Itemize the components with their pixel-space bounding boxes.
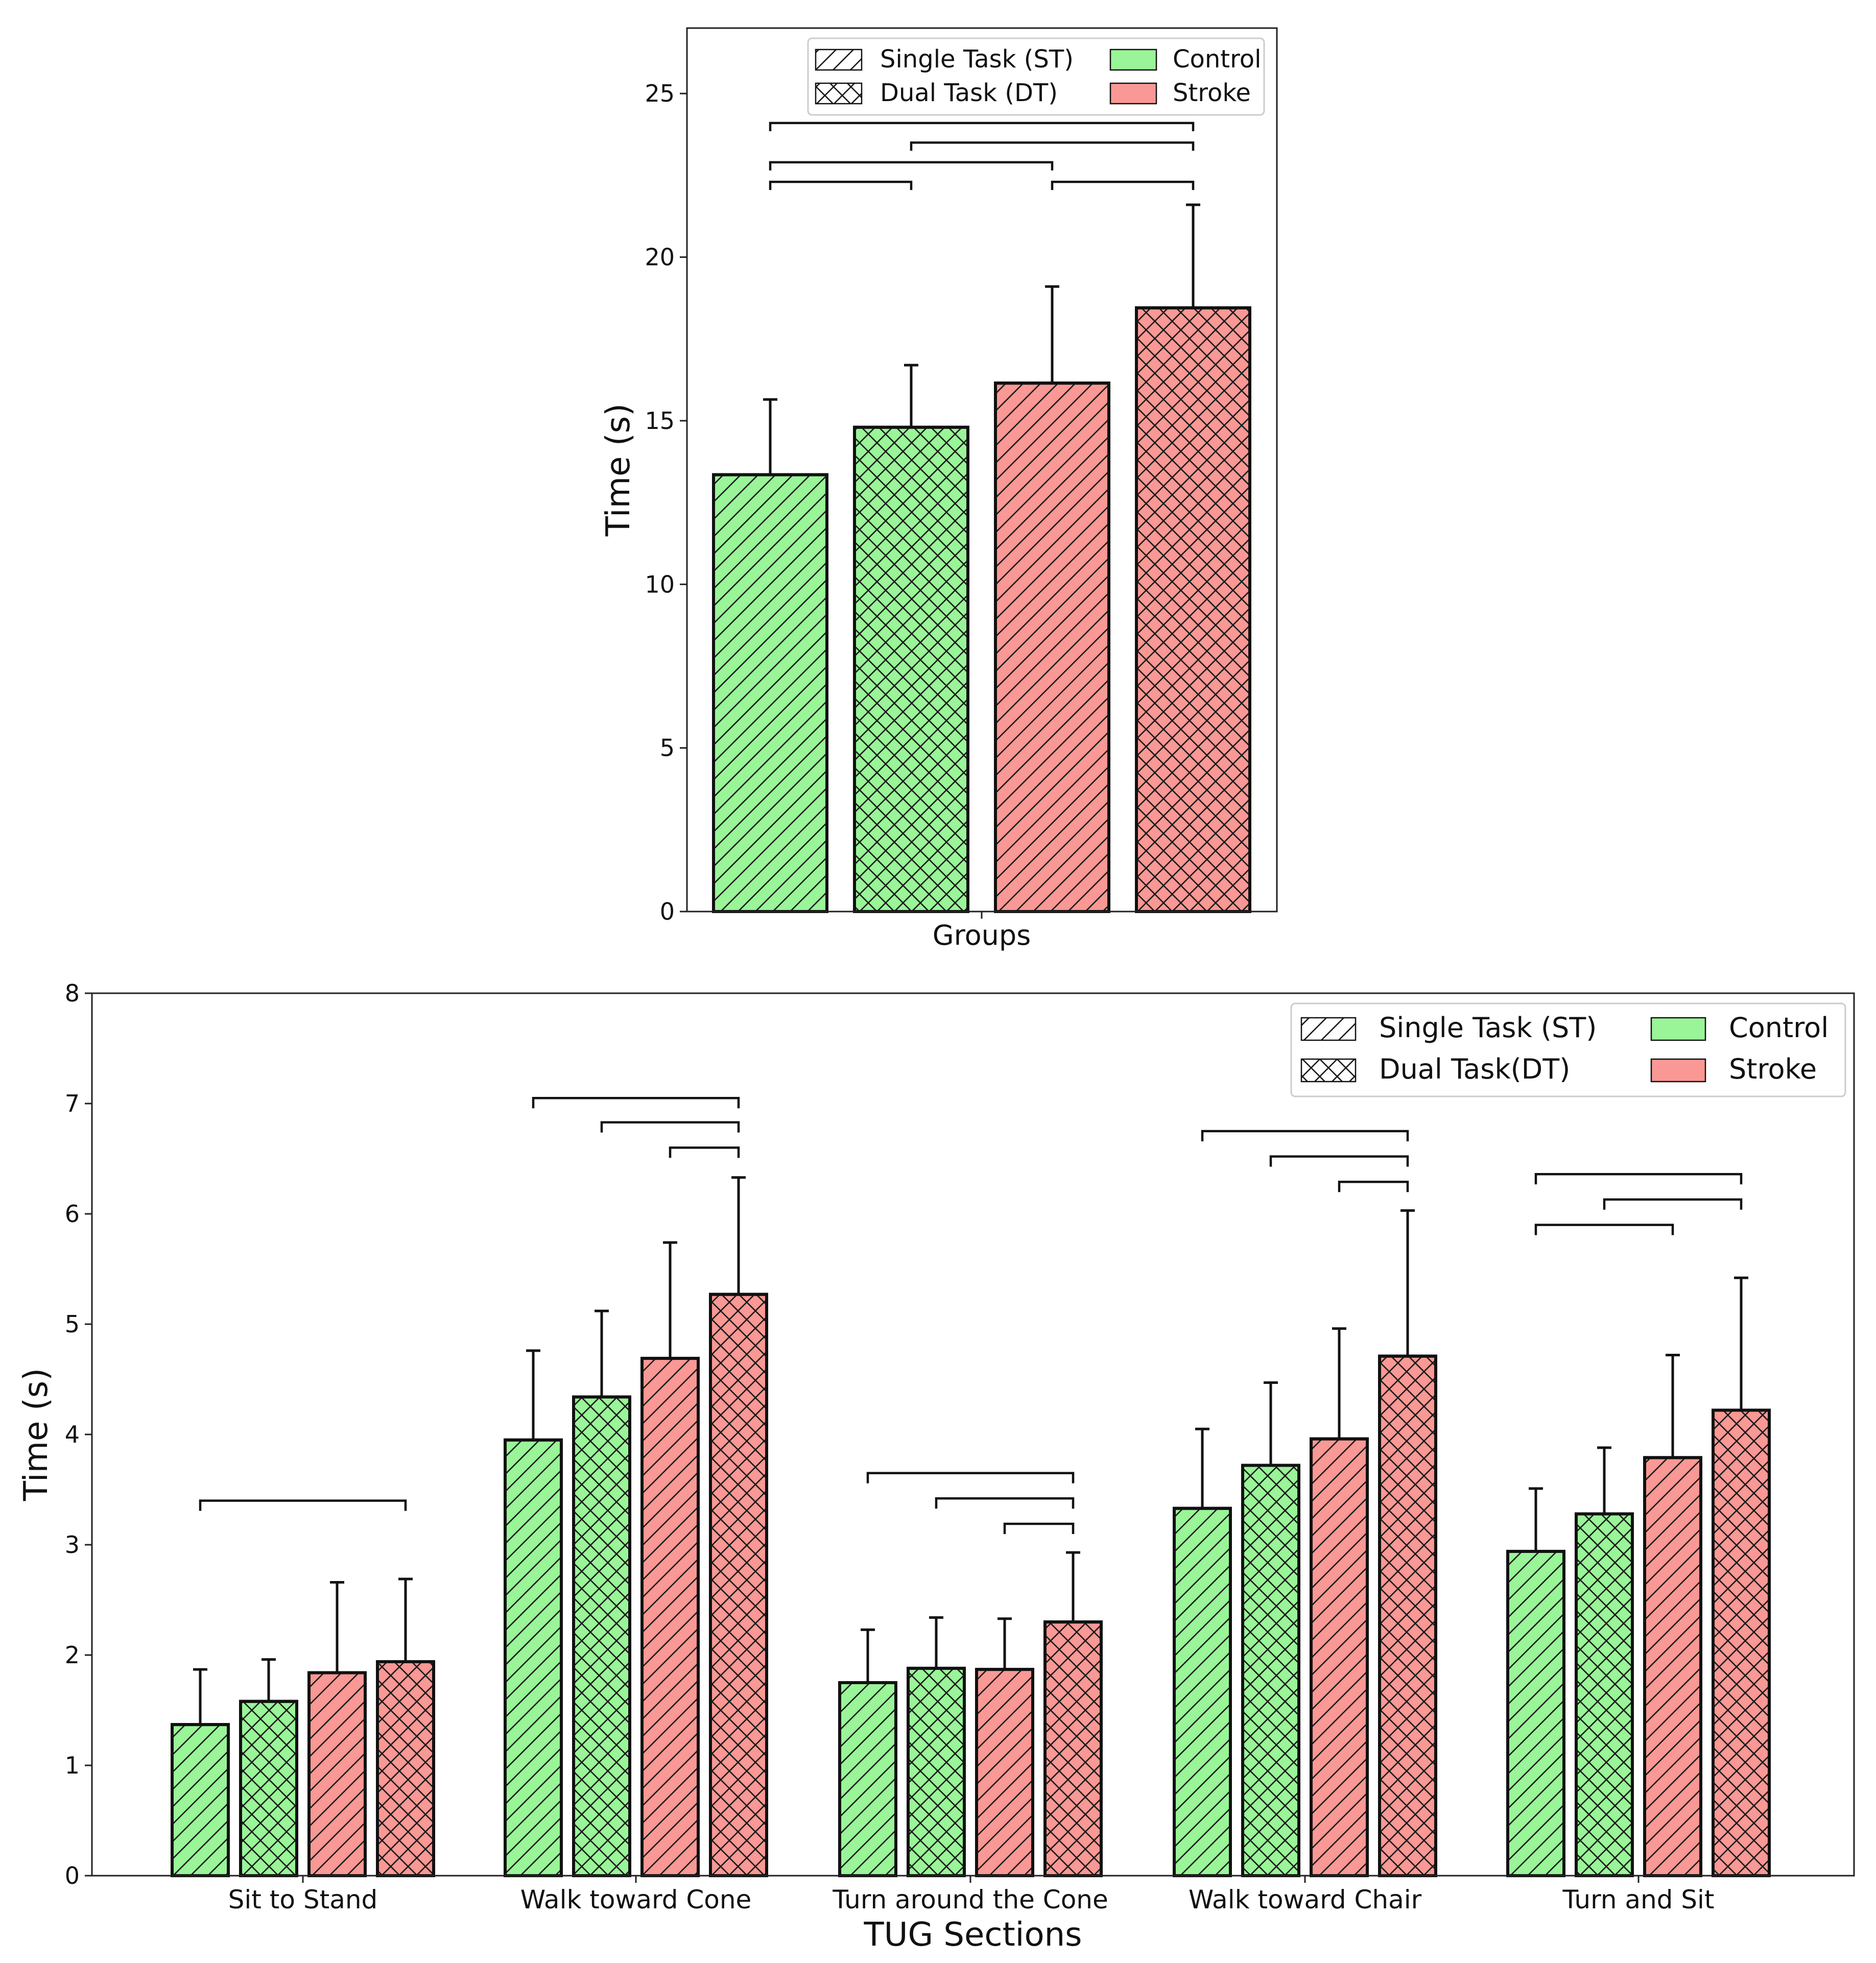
bottom-legend-frame [1290,1002,1846,1097]
bottom-bar-hatch [709,1292,768,1877]
bottom-significance-bracket [1534,1172,1743,1185]
bottom-legend-single-swatch [1300,1017,1357,1041]
top-significance-bracket [1051,180,1195,190]
bottom-xlabel: TUG Sections [864,1916,1082,1954]
bottom-plot-frame [91,992,1855,1877]
top-bar-hatch [994,381,1110,913]
bottom-significance [199,1096,1743,1534]
bottom-bar-hatch [838,1681,897,1877]
bottom-legend-stroke-label: Stroke [1729,1053,1817,1085]
bottom-xtick-label: Turn and Sit [1562,1885,1714,1914]
bottom-bar-hatch [1575,1512,1634,1877]
top-significance-bracket [769,122,1195,131]
bottom-bar-hatch [1173,1506,1232,1877]
bottom-legend-stroke-swatch [1650,1058,1706,1083]
top-legend-stroke-swatch [1109,82,1157,105]
top-legend-dual-label: Dual Task (DT) [880,79,1058,107]
bottom-bar-hatch [376,1660,435,1877]
bottom-ytick-label: 7 [65,1090,80,1117]
bottom-legend: Single Task (ST) Dual Task(DT) Control S… [1290,1002,1846,1097]
bottom-bar-hatch [640,1356,700,1877]
top-ylabel: Time (s) [600,403,637,537]
bottom-ytick-label: 2 [65,1641,80,1669]
bottom-ytick-label: 5 [65,1310,80,1338]
top-significance-bracket [910,141,1195,151]
bottom-ytick-label: 0 [65,1862,80,1889]
bottom-significance-bracket [1603,1198,1743,1210]
tug-sections-chart: 0 1 2 3 4 5 6 7 8 Sit to Stand Walk toward Cone Tu… [17,979,1855,1954]
bottom-bar-hatch [171,1723,230,1878]
bottom-errorbars [193,1176,1748,1725]
groups-chart: 0 5 10 15 20 25 Groups Time (s) Single Task (… [600,27,1278,951]
top-ytick-label: 25 [645,80,675,107]
top-legend-dual-swatch [815,82,863,105]
top-xlabel: Groups [933,919,1031,951]
top-yticks: 0 5 10 15 20 25 [645,80,983,925]
bottom-xticks: Sit to Stand Walk toward Cone Turn around … [228,1876,1715,1914]
bottom-bar-hatch [1310,1437,1369,1877]
bottom-significance-bracket [1534,1224,1674,1235]
bottom-significance-bracket [935,1497,1075,1509]
bottom-bar-hatch [239,1699,298,1877]
top-legend-single-label: Single Task (ST) [880,45,1074,74]
top-ytick-label: 0 [660,898,675,925]
top-legend-control-label: Control [1173,45,1262,74]
bottom-bar-hatch [1378,1354,1437,1877]
bottom-ytick-label: 8 [65,979,80,1007]
bottom-xtick-label: Walk toward Chair [1189,1885,1422,1914]
bottom-bar-hatch [307,1671,367,1878]
bottom-xtick-label: Sit to Stand [228,1885,378,1914]
bottom-ytick-label: 1 [65,1752,80,1779]
top-significance-bracket [769,180,913,190]
top-legend-stroke-label: Stroke [1173,79,1251,107]
top-legend-control-swatch [1109,49,1157,71]
bottom-bar-hatch [1241,1464,1300,1877]
top-legend: Single Task (ST) Dual Task (DT) Control … [807,37,1265,116]
bottom-legend-single-label: Single Task (ST) [1379,1012,1597,1044]
bottom-bar-hatch [1643,1456,1702,1878]
bottom-yticks: 0 1 2 3 4 5 6 7 8 [65,979,92,1889]
bottom-significance-bracket [199,1499,407,1511]
top-plot-frame [686,27,1278,913]
bottom-ytick-label: 3 [65,1531,80,1559]
top-ytick-label: 10 [645,570,675,598]
top-ytick-label: 20 [645,244,675,271]
bottom-legend-dual-swatch [1300,1058,1357,1083]
top-bar-hatch [712,473,828,913]
bottom-legend-control-swatch [1650,1017,1706,1041]
bottom-significance-bracket [600,1121,740,1133]
bottom-significance-bracket [669,1146,740,1158]
bottom-bar-hatch [1712,1408,1771,1877]
bottom-significance-bracket [866,1472,1075,1483]
bottom-bar-hatch [1506,1549,1565,1877]
top-significance [769,122,1195,190]
bottom-significance-bracket [1269,1155,1409,1167]
bottom-bar-hatch [504,1438,563,1878]
bottom-significance-bracket [1003,1522,1075,1534]
bottom-significance-bracket [1201,1130,1409,1141]
top-bar-hatch [1135,306,1251,913]
bottom-bar-hatch [1043,1620,1103,1877]
top-bars [712,306,1251,913]
bottom-xtick-label: Walk toward Cone [520,1885,752,1914]
bottom-ytick-label: 4 [65,1421,80,1448]
top-errorbars [763,203,1200,475]
bottom-ylabel: Time (s) [17,1368,55,1501]
bottom-bar-hatch [975,1668,1034,1878]
top-significance-bracket [769,161,1054,171]
bottom-bar-hatch [572,1395,631,1878]
top-bar-hatch [853,425,969,913]
top-legend-single-swatch [815,49,863,71]
bottom-significance-bracket [532,1096,740,1109]
top-ytick-label: 15 [645,407,675,435]
top-ytick-label: 5 [660,734,675,762]
bottom-xtick-label: Turn around the Cone [832,1885,1108,1914]
bottom-legend-dual-label: Dual Task(DT) [1379,1053,1570,1085]
bottom-bar-hatch [907,1666,966,1877]
bottom-bars [171,1292,1771,1878]
bottom-significance-bracket [1338,1181,1409,1192]
bottom-ytick-label: 6 [65,1200,80,1228]
bottom-legend-control-label: Control [1729,1012,1828,1044]
